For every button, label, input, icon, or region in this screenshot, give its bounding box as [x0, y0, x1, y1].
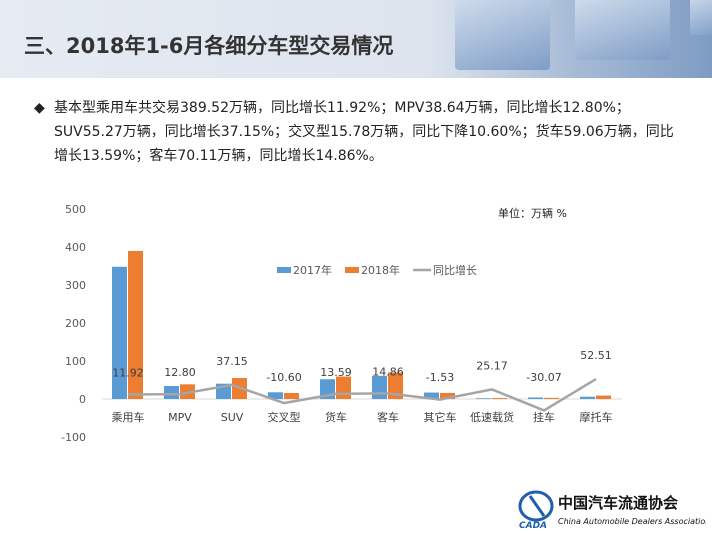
x-tick-label: 摩托车	[580, 410, 613, 424]
cada-logo-icon: CADA 中国汽车流通协会 China Automobile Dealers A…	[518, 490, 710, 531]
data-label: 14.86	[372, 365, 404, 378]
bar-2018年	[284, 393, 299, 399]
x-tick-label: 客车	[377, 410, 399, 424]
bar-2017年	[476, 398, 491, 399]
data-label: 52.51	[580, 349, 612, 362]
summary-bullet: ◆ 基本型乘用车共交易389.52万辆，同比增长11.92%；MPV38.64万…	[34, 96, 674, 168]
page-title: 三、2018年1-6月各细分车型交易情况	[24, 34, 394, 58]
y-tick-label: 200	[65, 317, 86, 330]
x-tick-label: 挂车	[533, 410, 555, 424]
x-tick-label: MPV	[168, 411, 192, 424]
data-label: 13.59	[320, 366, 352, 379]
legend-label: 同比增长	[433, 263, 477, 277]
x-tick-label: 交叉型	[268, 410, 301, 424]
bar-2018年	[440, 392, 455, 399]
data-label: -10.60	[266, 371, 301, 384]
bar-2017年	[580, 396, 595, 399]
x-tick-label: 货车	[325, 410, 347, 424]
x-tick-label: 其它车	[424, 410, 457, 424]
bar-2017年	[372, 375, 387, 399]
svg-text:中国汽车流通协会: 中国汽车流通协会	[558, 494, 678, 512]
data-label: 25.17	[476, 359, 508, 372]
bar-2017年	[528, 397, 543, 399]
legend-label: 2018年	[361, 263, 400, 277]
data-label: 12.80	[164, 366, 196, 379]
data-label: 37.15	[216, 355, 248, 368]
decorative-cube	[455, 0, 550, 70]
data-label: -1.53	[426, 371, 454, 384]
bar-2017年	[424, 392, 439, 399]
decorative-cube	[575, 0, 670, 60]
bar-2018年	[492, 398, 507, 399]
svg-text:China Automobile Dealers Assoc: China Automobile Dealers Association	[558, 517, 706, 526]
bar-2017年	[112, 266, 127, 399]
x-tick-label: 低速载货	[470, 410, 514, 424]
bar-2018年	[128, 250, 143, 399]
y-tick-label: 100	[65, 355, 86, 368]
bar-2017年	[164, 385, 179, 399]
y-tick-label: -100	[61, 431, 86, 444]
bar-2018年	[336, 376, 351, 399]
bar-2018年	[596, 395, 611, 399]
header-banner	[0, 0, 712, 78]
growth-line	[127, 377, 597, 412]
summary-text: 基本型乘用车共交易389.52万辆，同比增长11.92%；MPV38.64万辆，…	[54, 100, 674, 164]
y-tick-label: 400	[65, 241, 86, 254]
y-tick-label: 300	[65, 279, 86, 292]
legend-swatch	[277, 267, 291, 273]
bar-2017年	[268, 392, 283, 399]
unit-label: 单位：万辆 %	[498, 207, 567, 220]
decorative-cube	[690, 0, 712, 35]
bar-2018年	[544, 397, 559, 399]
diamond-bullet-icon: ◆	[34, 100, 45, 116]
legend-swatch	[345, 267, 359, 273]
x-tick-label: 乘用车	[112, 410, 145, 424]
cada-logo: CADA 中国汽车流通协会 China Automobile Dealers A…	[516, 486, 710, 531]
bar-2018年	[388, 372, 403, 399]
data-label: 11.92	[112, 366, 144, 379]
legend-label: 2017年	[293, 263, 332, 277]
y-tick-label: 500	[65, 203, 86, 216]
y-tick-label: 0	[79, 393, 86, 406]
x-tick-label: SUV	[221, 411, 244, 424]
svg-text:CADA: CADA	[519, 521, 547, 530]
data-label: -30.07	[526, 371, 561, 384]
